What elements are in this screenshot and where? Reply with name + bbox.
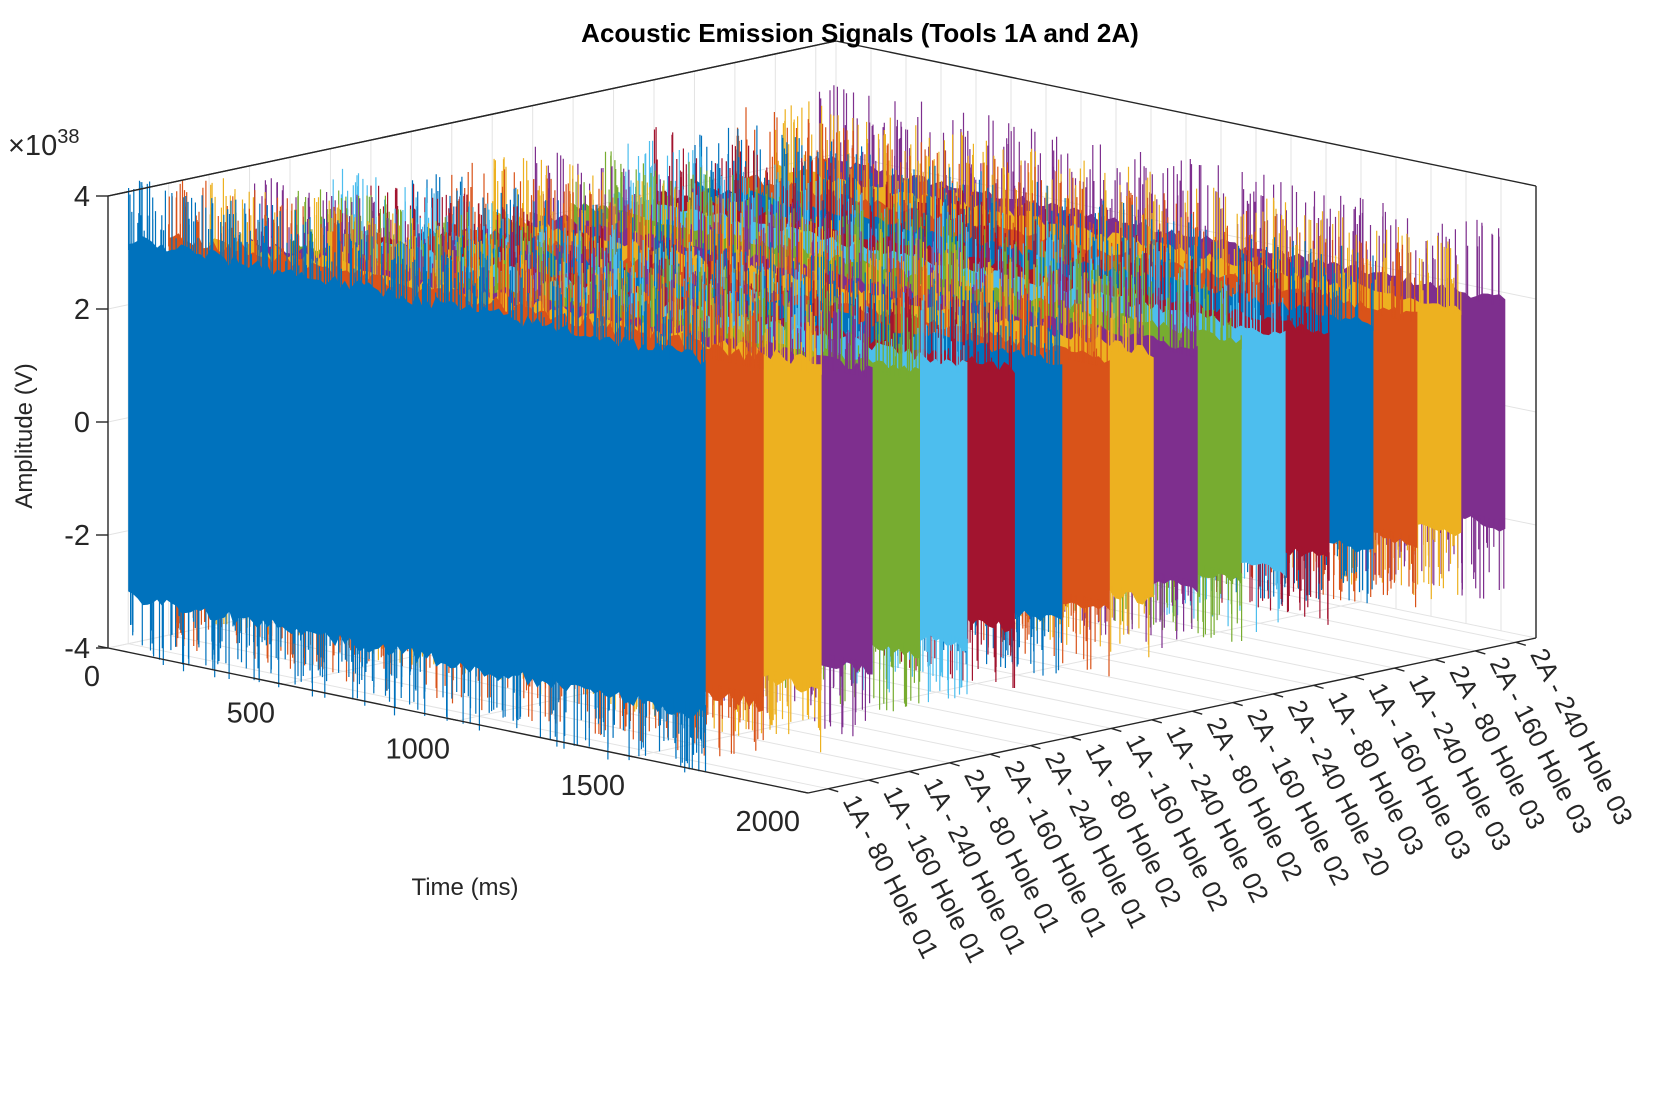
x-tick-mark <box>447 717 459 722</box>
x-tick-mark <box>272 681 284 685</box>
z-exponent-power: 38 <box>57 126 79 148</box>
series-layer <box>128 85 1506 773</box>
x-tick-label: 1000 <box>385 734 450 766</box>
x-tick-label: 1500 <box>560 770 625 802</box>
series-tick-mark <box>1313 684 1324 690</box>
series-tick-mark <box>1394 667 1405 672</box>
box-edge-top-back <box>835 40 1537 187</box>
series-tick-mark <box>908 770 920 776</box>
series-tick-mark <box>1272 693 1284 698</box>
x-axis-label: Time (ms) <box>411 874 518 901</box>
series-spikes <box>128 180 707 773</box>
series-tick-mark <box>1353 676 1365 681</box>
z-exponent-label: ×1038 <box>8 126 79 162</box>
series-tick-mark <box>1515 641 1526 646</box>
series-tick-mark <box>1475 650 1486 655</box>
x-tick-mark <box>622 754 634 758</box>
series-tick-mark <box>828 788 839 793</box>
series-tick-mark <box>1151 719 1162 724</box>
z-exponent-base: ×10 <box>8 130 57 162</box>
series-tick-mark <box>1192 710 1203 715</box>
series-axis-line <box>807 637 1537 794</box>
series-tick-mark <box>1434 658 1446 664</box>
series-tick-mark <box>989 753 1001 758</box>
z-tick-label: 4 <box>74 181 90 213</box>
chart-title: Acoustic Emission Signals (Tools 1A and … <box>581 18 1139 48</box>
series-line <box>128 180 707 773</box>
series-tick-mark <box>1111 727 1122 733</box>
series-tick-mark <box>1232 701 1243 707</box>
x-tick-mark <box>797 790 809 794</box>
z-tick-label: -2 <box>64 520 90 552</box>
x-tick-label: 0 <box>84 661 100 693</box>
z-axis-label: Amplitude (V) <box>11 363 38 508</box>
floor-series-grid-line <box>128 643 829 790</box>
svg-text:×1038: ×1038 <box>8 126 79 162</box>
z-tick-label: -4 <box>64 633 90 665</box>
series-body <box>128 236 706 719</box>
axes-layer <box>96 40 1537 794</box>
z-tick-label: 2 <box>74 294 90 326</box>
series-tick-mark <box>949 762 960 767</box>
series-tick-mark <box>1030 744 1041 750</box>
x-tick-label: 500 <box>227 697 275 729</box>
x-tick-label: 2000 <box>735 806 800 838</box>
x-tick-mark <box>97 645 109 649</box>
box-edge-left-top <box>107 40 837 197</box>
z-tick-label: 0 <box>74 407 90 439</box>
series-tick-mark <box>1070 736 1082 741</box>
series-tick-mark <box>868 779 879 784</box>
